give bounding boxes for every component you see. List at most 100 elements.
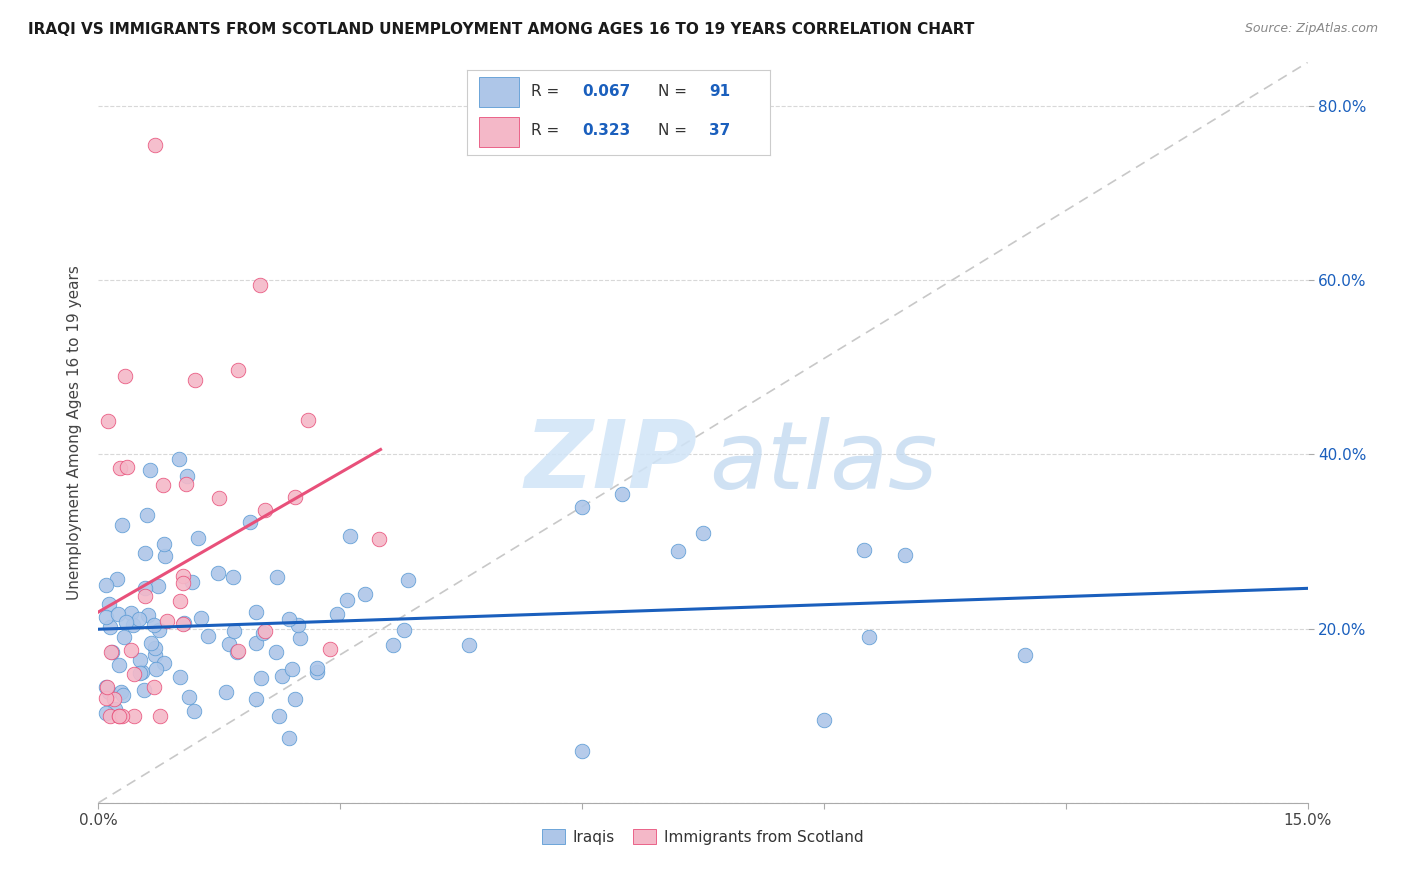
Point [143, 138, 166, 153]
Point [100, 644, 122, 658]
Point [180, 575, 202, 590]
Point [249, 277, 271, 292]
Point [326, 607, 349, 621]
Point [152, 478, 174, 492]
Point [152, 537, 174, 551]
Point [139, 636, 162, 650]
Point [148, 623, 170, 637]
Point [96, 680, 118, 694]
Point [692, 525, 714, 540]
Point [155, 549, 177, 563]
Point [145, 662, 167, 676]
Point [666, 544, 689, 558]
Point [128, 653, 150, 667]
Point [893, 548, 915, 562]
Point [172, 569, 194, 583]
Point [110, 684, 132, 698]
Point [612, 486, 634, 500]
Point [254, 624, 277, 638]
Point [111, 518, 134, 533]
Point [134, 589, 156, 603]
Point [139, 463, 162, 477]
Point [107, 708, 129, 723]
Point [367, 532, 389, 546]
Point [103, 692, 125, 706]
Point [134, 682, 156, 697]
Point [218, 637, 240, 651]
Point [197, 629, 219, 643]
Point [122, 667, 145, 681]
Point [245, 606, 267, 620]
Text: IRAQI VS IMMIGRANTS FROM SCOTLAND UNEMPLOYMENT AMONG AGES 16 TO 19 YEARS CORRELA: IRAQI VS IMMIGRANTS FROM SCOTLAND UNEMPL… [28, 22, 974, 37]
Point [107, 607, 129, 621]
Point [183, 704, 205, 718]
Point [122, 708, 145, 723]
Point [104, 702, 127, 716]
Point [128, 612, 150, 626]
Point [143, 648, 166, 662]
Point [172, 616, 194, 631]
Point [245, 635, 267, 649]
Point [117, 460, 139, 475]
Point [96, 680, 118, 694]
Point [98, 597, 121, 611]
Point [1014, 648, 1036, 662]
Point [148, 579, 170, 593]
Point [96, 610, 118, 624]
Point [278, 731, 301, 745]
Point [187, 531, 209, 545]
Point [339, 528, 361, 542]
Point [111, 688, 134, 702]
Point [336, 592, 359, 607]
Point [287, 617, 309, 632]
Point [319, 642, 342, 657]
Point [269, 709, 291, 723]
Point [114, 615, 136, 629]
Point [156, 615, 179, 629]
Point [208, 491, 231, 505]
Point [96, 690, 118, 705]
Point [120, 643, 142, 657]
Point [307, 665, 329, 679]
Point [120, 606, 142, 620]
Point [96, 578, 118, 592]
Point [108, 708, 131, 723]
Text: ZIP: ZIP [524, 417, 697, 508]
Point [281, 662, 304, 676]
Point [284, 692, 307, 706]
Point [131, 665, 153, 680]
Text: Source: ZipAtlas.com: Source: ZipAtlas.com [1244, 22, 1378, 36]
Point [571, 743, 593, 757]
Point [252, 626, 274, 640]
Point [173, 616, 195, 631]
Point [184, 373, 207, 387]
Point [307, 661, 329, 675]
Point [270, 669, 292, 683]
Point [226, 644, 249, 658]
Point [858, 630, 880, 644]
Point [392, 623, 415, 637]
Point [190, 611, 212, 625]
Point [134, 546, 156, 560]
Point [153, 656, 176, 670]
Y-axis label: Unemployment Among Ages 16 to 19 years: Unemployment Among Ages 16 to 19 years [67, 265, 83, 600]
Point [98, 708, 121, 723]
Point [381, 638, 404, 652]
Point [98, 620, 121, 634]
Point [110, 461, 132, 475]
Point [284, 491, 307, 505]
Point [396, 573, 419, 587]
Text: atlas: atlas [709, 417, 938, 508]
Point [228, 363, 250, 377]
Point [143, 618, 166, 632]
Point [266, 645, 288, 659]
Point [215, 685, 238, 699]
Point [135, 508, 157, 522]
Point [149, 708, 172, 723]
Legend: Iraqis, Immigrants from Scotland: Iraqis, Immigrants from Scotland [536, 822, 870, 851]
Point [97, 684, 120, 698]
Point [458, 638, 481, 652]
Point [177, 690, 200, 704]
Point [354, 586, 377, 600]
Point [297, 412, 319, 426]
